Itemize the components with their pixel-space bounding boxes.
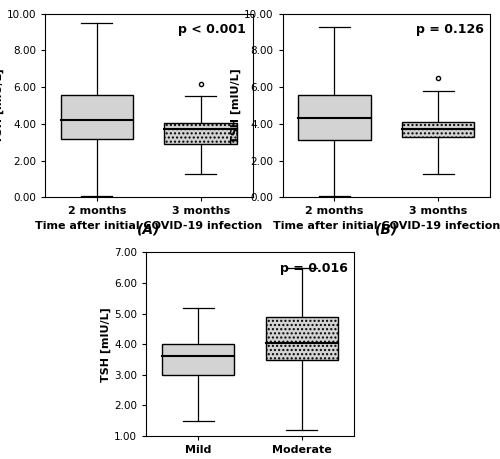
Text: p = 0.126: p = 0.126	[416, 23, 484, 36]
Y-axis label: TSH [mIU/L]: TSH [mIU/L]	[231, 68, 241, 143]
Y-axis label: TSH [mIU/L]: TSH [mIU/L]	[0, 68, 4, 143]
Bar	[266, 317, 338, 359]
Bar	[164, 123, 237, 144]
Text: p = 0.016: p = 0.016	[280, 262, 347, 274]
Text: (B): (B)	[374, 223, 398, 237]
Bar	[402, 122, 474, 137]
Text: (A): (A)	[137, 223, 160, 237]
Y-axis label: TSH [mIU/L]: TSH [mIU/L]	[101, 307, 112, 381]
Bar	[298, 95, 370, 140]
Text: p < 0.001: p < 0.001	[178, 23, 246, 36]
Bar	[60, 95, 133, 139]
Bar	[162, 344, 234, 375]
X-axis label: Time after initial COVID-19 infection: Time after initial COVID-19 infection	[35, 221, 262, 230]
X-axis label: Time after initial COVID-19 infection: Time after initial COVID-19 infection	[272, 221, 500, 230]
